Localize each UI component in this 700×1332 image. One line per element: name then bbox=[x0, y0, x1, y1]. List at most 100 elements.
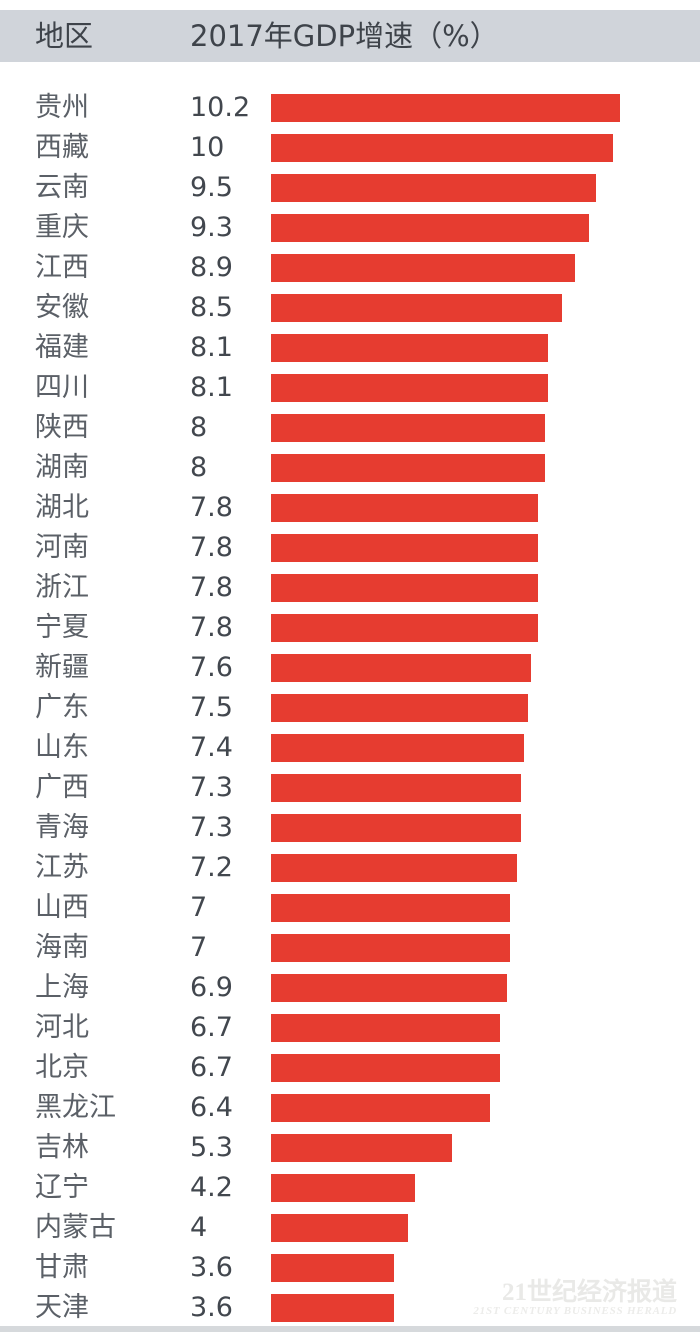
table-row: 新疆 7.6 bbox=[0, 648, 700, 688]
region-label: 安徽 bbox=[35, 292, 89, 323]
bar bbox=[271, 694, 528, 722]
table-row: 山西 7 bbox=[0, 888, 700, 928]
bar bbox=[271, 934, 510, 962]
bar bbox=[271, 1094, 490, 1122]
bar bbox=[271, 334, 548, 362]
table-row: 西藏 10 bbox=[0, 128, 700, 168]
region-label: 西藏 bbox=[35, 132, 89, 163]
region-label: 江西 bbox=[35, 252, 89, 283]
region-label: 海南 bbox=[35, 932, 89, 963]
table-row: 海南 7 bbox=[0, 928, 700, 968]
value-label: 10.2 bbox=[190, 92, 251, 123]
bar bbox=[271, 774, 521, 802]
bar bbox=[271, 94, 620, 122]
bar bbox=[271, 1014, 500, 1042]
value-label: 7.8 bbox=[190, 492, 233, 523]
bar bbox=[271, 254, 575, 282]
value-label: 8 bbox=[190, 452, 208, 483]
value-label: 6.9 bbox=[190, 972, 233, 1003]
table-row: 山东 7.4 bbox=[0, 728, 700, 768]
bottom-strip bbox=[0, 1326, 700, 1332]
region-label: 黑龙江 bbox=[35, 1092, 116, 1123]
region-label: 内蒙古 bbox=[35, 1212, 116, 1243]
value-label: 8.1 bbox=[190, 332, 233, 363]
bar bbox=[271, 974, 507, 1002]
bar bbox=[271, 494, 538, 522]
region-label: 山西 bbox=[35, 892, 89, 923]
region-label: 山东 bbox=[35, 732, 89, 763]
region-label: 吉林 bbox=[35, 1132, 89, 1163]
value-label: 9.5 bbox=[190, 172, 233, 203]
column-header-region: 地区 bbox=[35, 19, 94, 53]
bar bbox=[271, 214, 589, 242]
table-row: 陕西 8 bbox=[0, 408, 700, 448]
table-row: 河南 7.8 bbox=[0, 528, 700, 568]
table-row: 重庆 9.3 bbox=[0, 208, 700, 248]
value-label: 7.3 bbox=[190, 812, 233, 843]
table-row: 福建 8.1 bbox=[0, 328, 700, 368]
region-label: 福建 bbox=[35, 332, 89, 363]
value-label: 8.9 bbox=[190, 252, 233, 283]
table-row: 云南 9.5 bbox=[0, 168, 700, 208]
region-label: 广西 bbox=[35, 772, 89, 803]
value-label: 7.5 bbox=[190, 692, 233, 723]
bar bbox=[271, 654, 531, 682]
bar bbox=[271, 134, 613, 162]
region-label: 河南 bbox=[35, 532, 89, 563]
table-row: 浙江 7.8 bbox=[0, 568, 700, 608]
bar bbox=[271, 734, 524, 762]
table-row: 内蒙古 4 bbox=[0, 1208, 700, 1248]
region-label: 浙江 bbox=[35, 572, 89, 603]
chart-rows: 贵州 10.2 西藏 10 云南 9.5 重庆 9.3 江西 8.9 安徽 8.5 福建 8.1 四川 8.1… bbox=[0, 88, 700, 1328]
region-label: 青海 bbox=[35, 812, 89, 843]
region-label: 北京 bbox=[35, 1052, 89, 1083]
table-row: 广西 7.3 bbox=[0, 768, 700, 808]
table-row: 辽宁 4.2 bbox=[0, 1168, 700, 1208]
bar bbox=[271, 1054, 500, 1082]
value-label: 6.7 bbox=[190, 1052, 233, 1083]
region-label: 江苏 bbox=[35, 852, 89, 883]
value-label: 4.2 bbox=[190, 1172, 233, 1203]
region-label: 辽宁 bbox=[35, 1172, 89, 1203]
table-row: 贵州 10.2 bbox=[0, 88, 700, 128]
value-label: 9.3 bbox=[190, 212, 233, 243]
table-row: 安徽 8.5 bbox=[0, 288, 700, 328]
value-label: 10 bbox=[190, 132, 225, 163]
bar bbox=[271, 814, 521, 842]
value-label: 7.3 bbox=[190, 772, 233, 803]
value-label: 7.8 bbox=[190, 572, 233, 603]
bar bbox=[271, 574, 538, 602]
value-label: 7.8 bbox=[190, 612, 233, 643]
region-label: 宁夏 bbox=[35, 612, 89, 643]
value-label: 8.5 bbox=[190, 292, 233, 323]
table-row: 青海 7.3 bbox=[0, 808, 700, 848]
table-row: 江苏 7.2 bbox=[0, 848, 700, 888]
region-label: 广东 bbox=[35, 692, 89, 723]
value-label: 4 bbox=[190, 1212, 208, 1243]
table-row: 黑龙江 6.4 bbox=[0, 1088, 700, 1128]
region-label: 贵州 bbox=[35, 92, 89, 123]
region-label: 重庆 bbox=[35, 212, 89, 243]
region-label: 上海 bbox=[35, 972, 89, 1003]
region-label: 湖南 bbox=[35, 452, 89, 483]
value-label: 7.4 bbox=[190, 732, 233, 763]
bar bbox=[271, 174, 596, 202]
value-label: 8.1 bbox=[190, 372, 233, 403]
column-header-gdp-growth: 2017年GDP增速（%） bbox=[190, 19, 499, 53]
bar bbox=[271, 1214, 408, 1242]
bar bbox=[271, 1294, 394, 1322]
value-label: 7 bbox=[190, 892, 208, 923]
value-label: 7.2 bbox=[190, 852, 233, 883]
table-row: 河北 6.7 bbox=[0, 1008, 700, 1048]
bar bbox=[271, 614, 538, 642]
region-label: 甘肃 bbox=[35, 1252, 89, 1283]
table-row: 天津 3.6 bbox=[0, 1288, 700, 1328]
table-row: 吉林 5.3 bbox=[0, 1128, 700, 1168]
value-label: 5.3 bbox=[190, 1132, 233, 1163]
bar bbox=[271, 414, 545, 442]
bar bbox=[271, 894, 510, 922]
value-label: 6.4 bbox=[190, 1092, 233, 1123]
value-label: 8 bbox=[190, 412, 208, 443]
region-label: 云南 bbox=[35, 172, 89, 203]
